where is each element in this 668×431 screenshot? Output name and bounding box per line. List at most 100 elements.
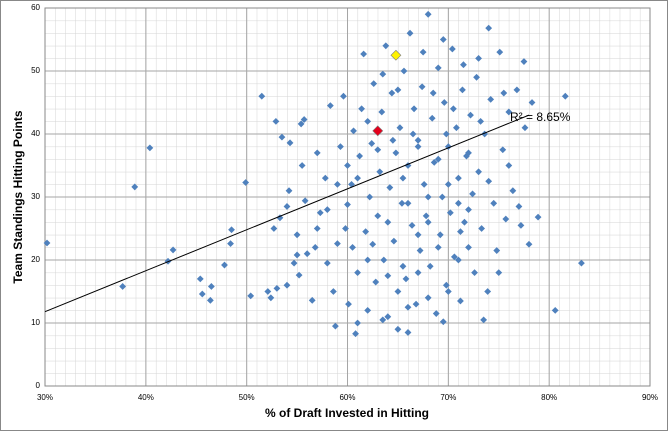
y-tick-label: 20: [31, 255, 40, 264]
point: [480, 316, 488, 324]
point: [461, 218, 468, 226]
point: [354, 269, 361, 276]
point: [376, 168, 384, 176]
point: [551, 307, 559, 314]
point: [434, 64, 442, 72]
point: [412, 300, 420, 308]
point: [444, 181, 452, 188]
point: [295, 271, 303, 279]
point: [471, 269, 478, 276]
point: [434, 244, 442, 251]
point: [495, 269, 503, 276]
point: [364, 307, 372, 314]
point: [430, 158, 438, 166]
point: [442, 130, 450, 138]
point: [394, 325, 402, 333]
point: [283, 281, 291, 289]
point: [424, 218, 432, 226]
point: [502, 215, 510, 223]
point: [358, 105, 366, 113]
x-tick-label: 80%: [541, 393, 557, 402]
point: [206, 296, 214, 304]
x-tick-label: 60%: [339, 393, 355, 402]
point: [455, 199, 462, 207]
point: [297, 120, 305, 128]
y-tick-label: 40: [31, 129, 40, 138]
point: [440, 99, 448, 106]
y-tick-label: 0: [36, 381, 41, 390]
point: [484, 288, 492, 295]
point: [293, 251, 301, 259]
point: [439, 36, 447, 43]
point: [500, 89, 508, 97]
point: [366, 193, 374, 201]
point: [378, 108, 386, 116]
point: [521, 124, 529, 132]
point: [258, 92, 266, 100]
point: [196, 275, 204, 283]
point: [198, 290, 206, 298]
point: [465, 244, 472, 251]
point: [420, 181, 428, 188]
point: [469, 190, 476, 198]
point: [561, 92, 569, 100]
point: [457, 228, 464, 236]
point: [389, 136, 397, 144]
point: [131, 183, 139, 191]
point: [342, 225, 349, 232]
point: [465, 206, 472, 213]
point: [313, 225, 321, 232]
point: [326, 102, 334, 110]
point: [348, 181, 355, 188]
point: [146, 144, 154, 152]
point: [344, 201, 351, 208]
point: [374, 212, 382, 220]
point: [221, 261, 228, 269]
point: [509, 187, 517, 195]
point: [513, 86, 521, 94]
point: [242, 179, 250, 186]
point: [370, 80, 378, 87]
point: [528, 99, 536, 106]
point: [475, 55, 482, 62]
annotation: R² = 8.65%: [510, 110, 571, 124]
point: [349, 244, 356, 251]
point: [448, 45, 456, 53]
point: [267, 294, 275, 302]
point: [493, 247, 501, 254]
point: [273, 284, 281, 292]
point: [455, 256, 462, 264]
point: [384, 272, 392, 280]
point: [285, 187, 293, 195]
point: [300, 116, 308, 123]
point: [332, 322, 339, 330]
point: [409, 130, 417, 138]
point: [400, 67, 408, 75]
y-tick-label: 10: [31, 318, 40, 327]
point: [119, 283, 127, 290]
point: [418, 83, 426, 91]
point: [434, 155, 442, 163]
point: [278, 133, 286, 141]
y-axis-title: Team Standings Hitting Points: [11, 110, 25, 283]
point: [422, 212, 430, 220]
point: [384, 218, 392, 226]
point: [293, 231, 301, 239]
point: [272, 118, 280, 125]
point: [465, 149, 472, 157]
point: [380, 256, 388, 264]
point: [515, 203, 523, 210]
point: [438, 193, 446, 201]
point: [419, 48, 427, 56]
point: [473, 73, 480, 81]
y-tick-label: 30: [31, 192, 40, 201]
point: [334, 240, 341, 248]
point: [316, 209, 324, 217]
point: [399, 262, 407, 270]
point: [578, 259, 585, 267]
point: [404, 303, 412, 311]
point: [369, 240, 377, 248]
point: [487, 95, 495, 103]
point: [334, 181, 341, 188]
